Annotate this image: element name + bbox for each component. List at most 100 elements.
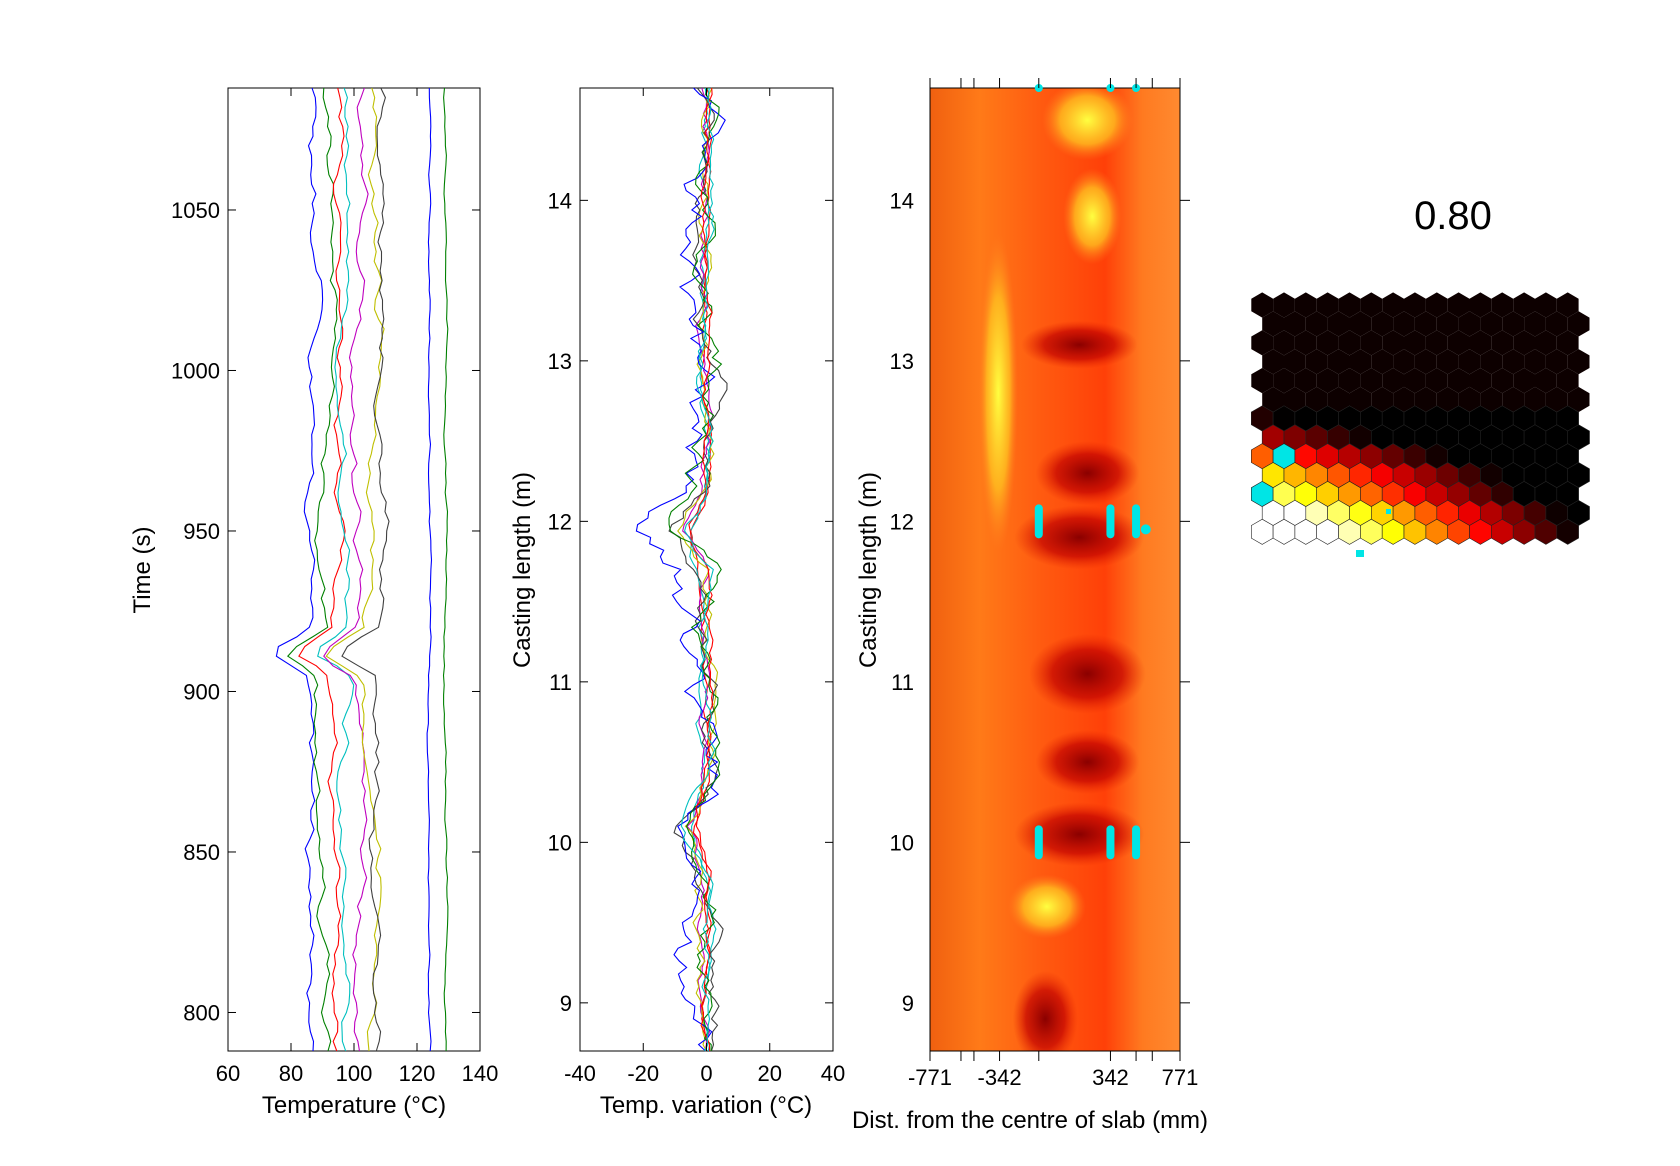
som-cell <box>1404 368 1426 394</box>
som-cell <box>1480 311 1503 337</box>
som-cell <box>1338 330 1361 356</box>
slab-heatmap-panel: -771 -342 342 771 9 10 11 12 13 14 Dist. from the… <box>852 78 1208 1134</box>
som-cell <box>1502 386 1525 413</box>
cold-region <box>1012 970 1078 1051</box>
som-cell <box>1447 330 1470 356</box>
x-tick-label: 0 <box>700 1061 712 1086</box>
x-tick-label: 771 <box>1162 1065 1199 1090</box>
y-tick-label: 1000 <box>171 358 220 383</box>
x-axis-label: Dist. from the centre of slab (mm) <box>852 1107 1208 1134</box>
series-line <box>442 87 449 1052</box>
y-tick-label: 800 <box>183 1000 220 1025</box>
thermocouple-marker <box>1132 504 1141 539</box>
cold-region <box>1014 505 1145 570</box>
som-cell <box>1567 311 1590 337</box>
temperature-series-lines <box>275 87 449 1052</box>
som-cell <box>1371 311 1394 337</box>
series-line <box>275 87 324 1052</box>
som-cell <box>1294 292 1317 318</box>
y-tick-label: 1050 <box>171 198 220 223</box>
som-cell <box>1502 311 1525 337</box>
y-axis-label: Casting length (m) <box>855 472 882 668</box>
som-cell <box>1404 330 1426 356</box>
map-title: 0.80 <box>1414 194 1492 238</box>
som-cell <box>1567 386 1590 413</box>
som-cell <box>1273 368 1295 394</box>
som-cell <box>1513 292 1535 318</box>
som-cell <box>1469 330 1492 356</box>
som-cell <box>1567 349 1590 375</box>
series-line <box>635 87 726 1052</box>
y-axis-label: Time (s) <box>129 526 156 613</box>
som-cell <box>1556 330 1579 356</box>
som-cell <box>1469 292 1492 318</box>
som-cell <box>1338 368 1361 394</box>
som-cell <box>1535 292 1557 318</box>
som-cell <box>1316 368 1339 394</box>
y-tick-label: 13 <box>890 349 914 374</box>
series-line <box>680 87 716 1052</box>
series-line <box>317 87 355 1052</box>
cold-region <box>1035 730 1140 795</box>
som-cell <box>1262 311 1284 337</box>
som-cell <box>1360 368 1383 394</box>
som-cell <box>1251 292 1274 318</box>
som-cell <box>1316 330 1339 356</box>
thermocouple-marker <box>1106 825 1115 860</box>
temperature-time-panel: 60 80 100 120 140 800 850 900 950 1000 1050 Temper… <box>129 87 498 1119</box>
plot-frame <box>929 87 1181 1052</box>
som-cell <box>1305 386 1328 413</box>
som-cell <box>1425 368 1448 394</box>
som-cell <box>1491 368 1514 394</box>
som-cell <box>1382 292 1404 318</box>
thermocouple-marker <box>1034 825 1043 860</box>
y-tick-label: 11 <box>891 670 914 695</box>
som-cell <box>1262 386 1284 413</box>
y-tick-label: 9 <box>902 991 914 1016</box>
som-cell <box>1327 349 1350 375</box>
som-cell <box>1524 311 1546 337</box>
axis-ticks: 60 80 100 120 140 800 850 900 950 1000 1050 <box>171 88 498 1086</box>
y-tick-label: 12 <box>548 509 572 534</box>
x-axis-label: Temp. variation (°C) <box>600 1092 812 1119</box>
axis-ticks: -40 -20 0 20 40 9 10 11 12 13 14 <box>548 88 845 1086</box>
y-tick-label: 9 <box>560 991 572 1016</box>
som-cell <box>1251 330 1274 356</box>
x-tick-label: -342 <box>978 1065 1022 1090</box>
som-cell <box>1327 386 1350 413</box>
som-cell <box>1316 292 1339 318</box>
variation-series-lines <box>635 87 728 1052</box>
som-cell <box>1305 311 1328 337</box>
y-axis-label: Casting length (m) <box>509 472 536 668</box>
series-line <box>286 87 338 1052</box>
x-tick-label: 60 <box>216 1061 240 1086</box>
som-hit-marker <box>1356 550 1364 557</box>
som-cell <box>1404 292 1426 318</box>
x-tick-label: -20 <box>627 1061 659 1086</box>
som-hexagon-map: 0.80 <box>1251 194 1590 557</box>
x-tick-label: -771 <box>908 1065 952 1090</box>
som-cell <box>1556 292 1579 318</box>
som-cell <box>1436 311 1459 337</box>
som-cell <box>1371 386 1394 413</box>
som-cell <box>1349 311 1372 337</box>
som-cell <box>1327 311 1350 337</box>
som-cell <box>1284 349 1306 375</box>
som-cell <box>1458 311 1481 337</box>
som-cell <box>1513 368 1535 394</box>
plot-frame <box>227 87 481 1052</box>
som-cell <box>1273 292 1295 318</box>
som-cell <box>1491 330 1514 356</box>
som-cell <box>1469 368 1492 394</box>
y-tick-label: 10 <box>890 830 914 855</box>
som-cell <box>1349 386 1372 413</box>
series-line <box>341 87 390 1052</box>
hot-region <box>1007 874 1086 939</box>
thermocouple-marker <box>1132 825 1141 860</box>
som-cell <box>1294 330 1317 356</box>
som-cell <box>1284 386 1306 413</box>
cold-region <box>1020 320 1138 369</box>
cold-region <box>1029 633 1146 714</box>
som-cell <box>1273 330 1295 356</box>
som-cell <box>1436 386 1459 413</box>
